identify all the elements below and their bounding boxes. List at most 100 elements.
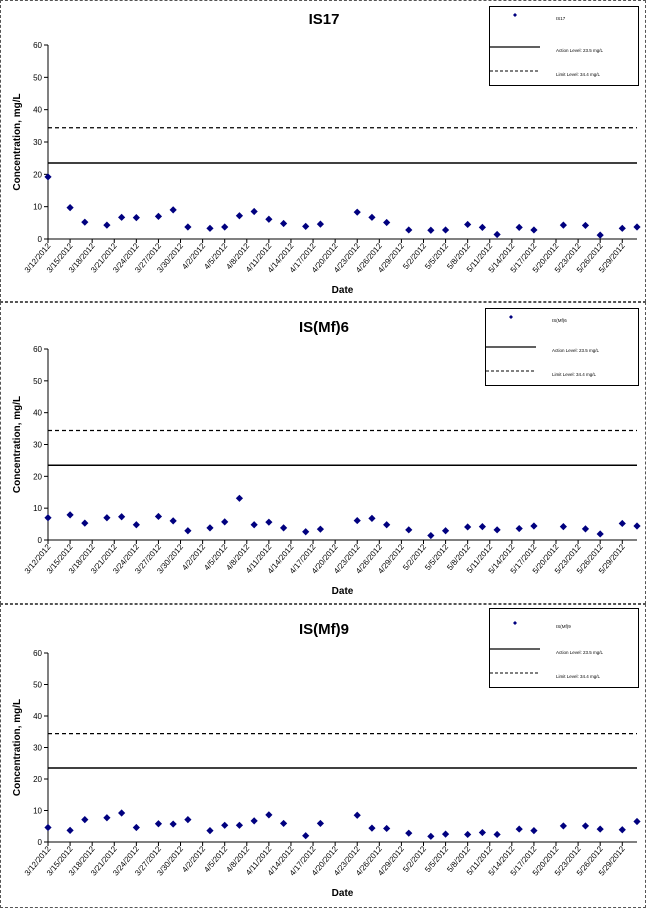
legend-dashed-line [486, 370, 536, 372]
chart-plot-is-mf6: 01020304050603/12/20123/15/20123/18/2012… [12, 345, 641, 597]
data-point [353, 208, 361, 216]
data-point [633, 223, 641, 231]
legend-label: Action Level: 23.5 mg/L [552, 348, 600, 353]
legend-label: Action Level: 23.5 mg/L [556, 650, 604, 655]
data-point [118, 213, 126, 221]
data-point [368, 824, 376, 832]
data-point [280, 219, 288, 228]
data-point [405, 526, 413, 534]
legend-solid-line [486, 346, 536, 348]
data-point [66, 511, 74, 519]
data-point [316, 220, 325, 228]
chart-plot-is17: 01020304050603/12/20123/15/20123/18/2012… [12, 41, 641, 296]
data-point [132, 214, 140, 222]
data-point [44, 514, 52, 522]
y-tick-label: 10 [33, 203, 42, 212]
legend-entry-action-level: Action Level: 23.5 mg/L [490, 45, 638, 57]
y-tick-label: 0 [38, 536, 43, 545]
y-tick-label: 50 [33, 73, 42, 82]
data-point [633, 817, 641, 826]
legend-label: Action Level: 23.5 mg/L [556, 48, 604, 53]
chart-title: IS(Mf)9 [299, 621, 349, 638]
data-point [184, 527, 192, 535]
data-point [81, 816, 89, 824]
data-point [103, 814, 111, 822]
data-point [559, 822, 567, 830]
data-point [515, 825, 523, 833]
data-point [280, 819, 288, 828]
y-tick-label: 50 [33, 681, 42, 690]
data-point [221, 223, 229, 231]
data-point [427, 226, 435, 234]
data-point [154, 212, 163, 220]
y-tick-label: 20 [33, 775, 42, 784]
data-point [132, 521, 140, 529]
data-point [383, 824, 391, 833]
legend-entry-action-level: Action Level: 23.5 mg/L [490, 647, 638, 659]
data-point [368, 514, 376, 522]
x-axis-label: Date [332, 888, 354, 899]
data-point [154, 820, 163, 828]
data-point [427, 531, 435, 540]
data-point [353, 516, 361, 525]
data-point [66, 826, 74, 834]
legend-label: Limit Level: 34.4 mg/L [556, 674, 601, 679]
data-point [206, 224, 214, 232]
data-point [280, 524, 288, 532]
data-point [581, 525, 590, 533]
y-axis-label: Concentration, mg/L [12, 396, 23, 493]
data-point [265, 518, 273, 526]
data-point [515, 524, 523, 533]
data-point [206, 827, 214, 835]
data-point [618, 826, 626, 834]
legend-label: IS17 [556, 16, 566, 21]
data-point [368, 213, 376, 221]
data-point [618, 224, 626, 232]
legend-diamond-marker [513, 621, 517, 625]
data-point [169, 820, 177, 828]
chart-panel-is-mf6: IS(Mf)6 IS(Mf)6 Action Level: 23.5 mg/L … [0, 302, 646, 604]
data-point [530, 226, 538, 234]
data-point [169, 206, 177, 214]
y-axis-label: Concentration, mg/L [12, 93, 23, 190]
chart-plot-is-mf9: 01020304050603/12/20123/15/20123/18/2012… [12, 649, 641, 899]
data-point [206, 524, 214, 532]
data-point [44, 173, 52, 181]
legend-entry-series: IS(Mf)6 [486, 315, 638, 327]
data-point [235, 494, 244, 502]
data-point [478, 523, 486, 531]
x-axis-label: Date [332, 285, 354, 296]
data-point [132, 823, 140, 832]
legend-label: IS(Mf)6 [552, 318, 567, 323]
data-point [530, 827, 538, 835]
data-point [618, 519, 626, 528]
data-point [316, 819, 325, 828]
data-point [235, 821, 244, 829]
y-tick-label: 40 [33, 712, 42, 721]
data-point [478, 223, 486, 231]
data-point [596, 231, 604, 239]
data-point [478, 828, 486, 837]
data-point [441, 527, 450, 535]
y-tick-label: 60 [33, 41, 42, 50]
data-point [581, 221, 590, 230]
y-tick-label: 30 [33, 138, 42, 147]
data-point [441, 830, 450, 838]
data-point [559, 221, 567, 229]
data-point [169, 517, 177, 525]
data-point [221, 821, 229, 829]
chart-panel-is17: IS17 IS17 Action Level: 23.5 mg/L Limit … [0, 0, 646, 302]
data-point [633, 522, 641, 530]
y-tick-label: 10 [33, 807, 42, 816]
data-point [559, 523, 567, 531]
data-point [596, 530, 604, 538]
data-point [302, 528, 310, 536]
legend-entry-limit-level: Limit Level: 34.4 mg/L [490, 69, 638, 81]
data-point [265, 215, 273, 223]
data-point [302, 222, 310, 230]
data-point [81, 519, 89, 527]
x-axis-label: Date [332, 586, 354, 597]
chart-legend: IS17 Action Level: 23.5 mg/L Limit Level… [489, 6, 639, 86]
data-point [184, 223, 192, 231]
data-point [596, 825, 604, 833]
